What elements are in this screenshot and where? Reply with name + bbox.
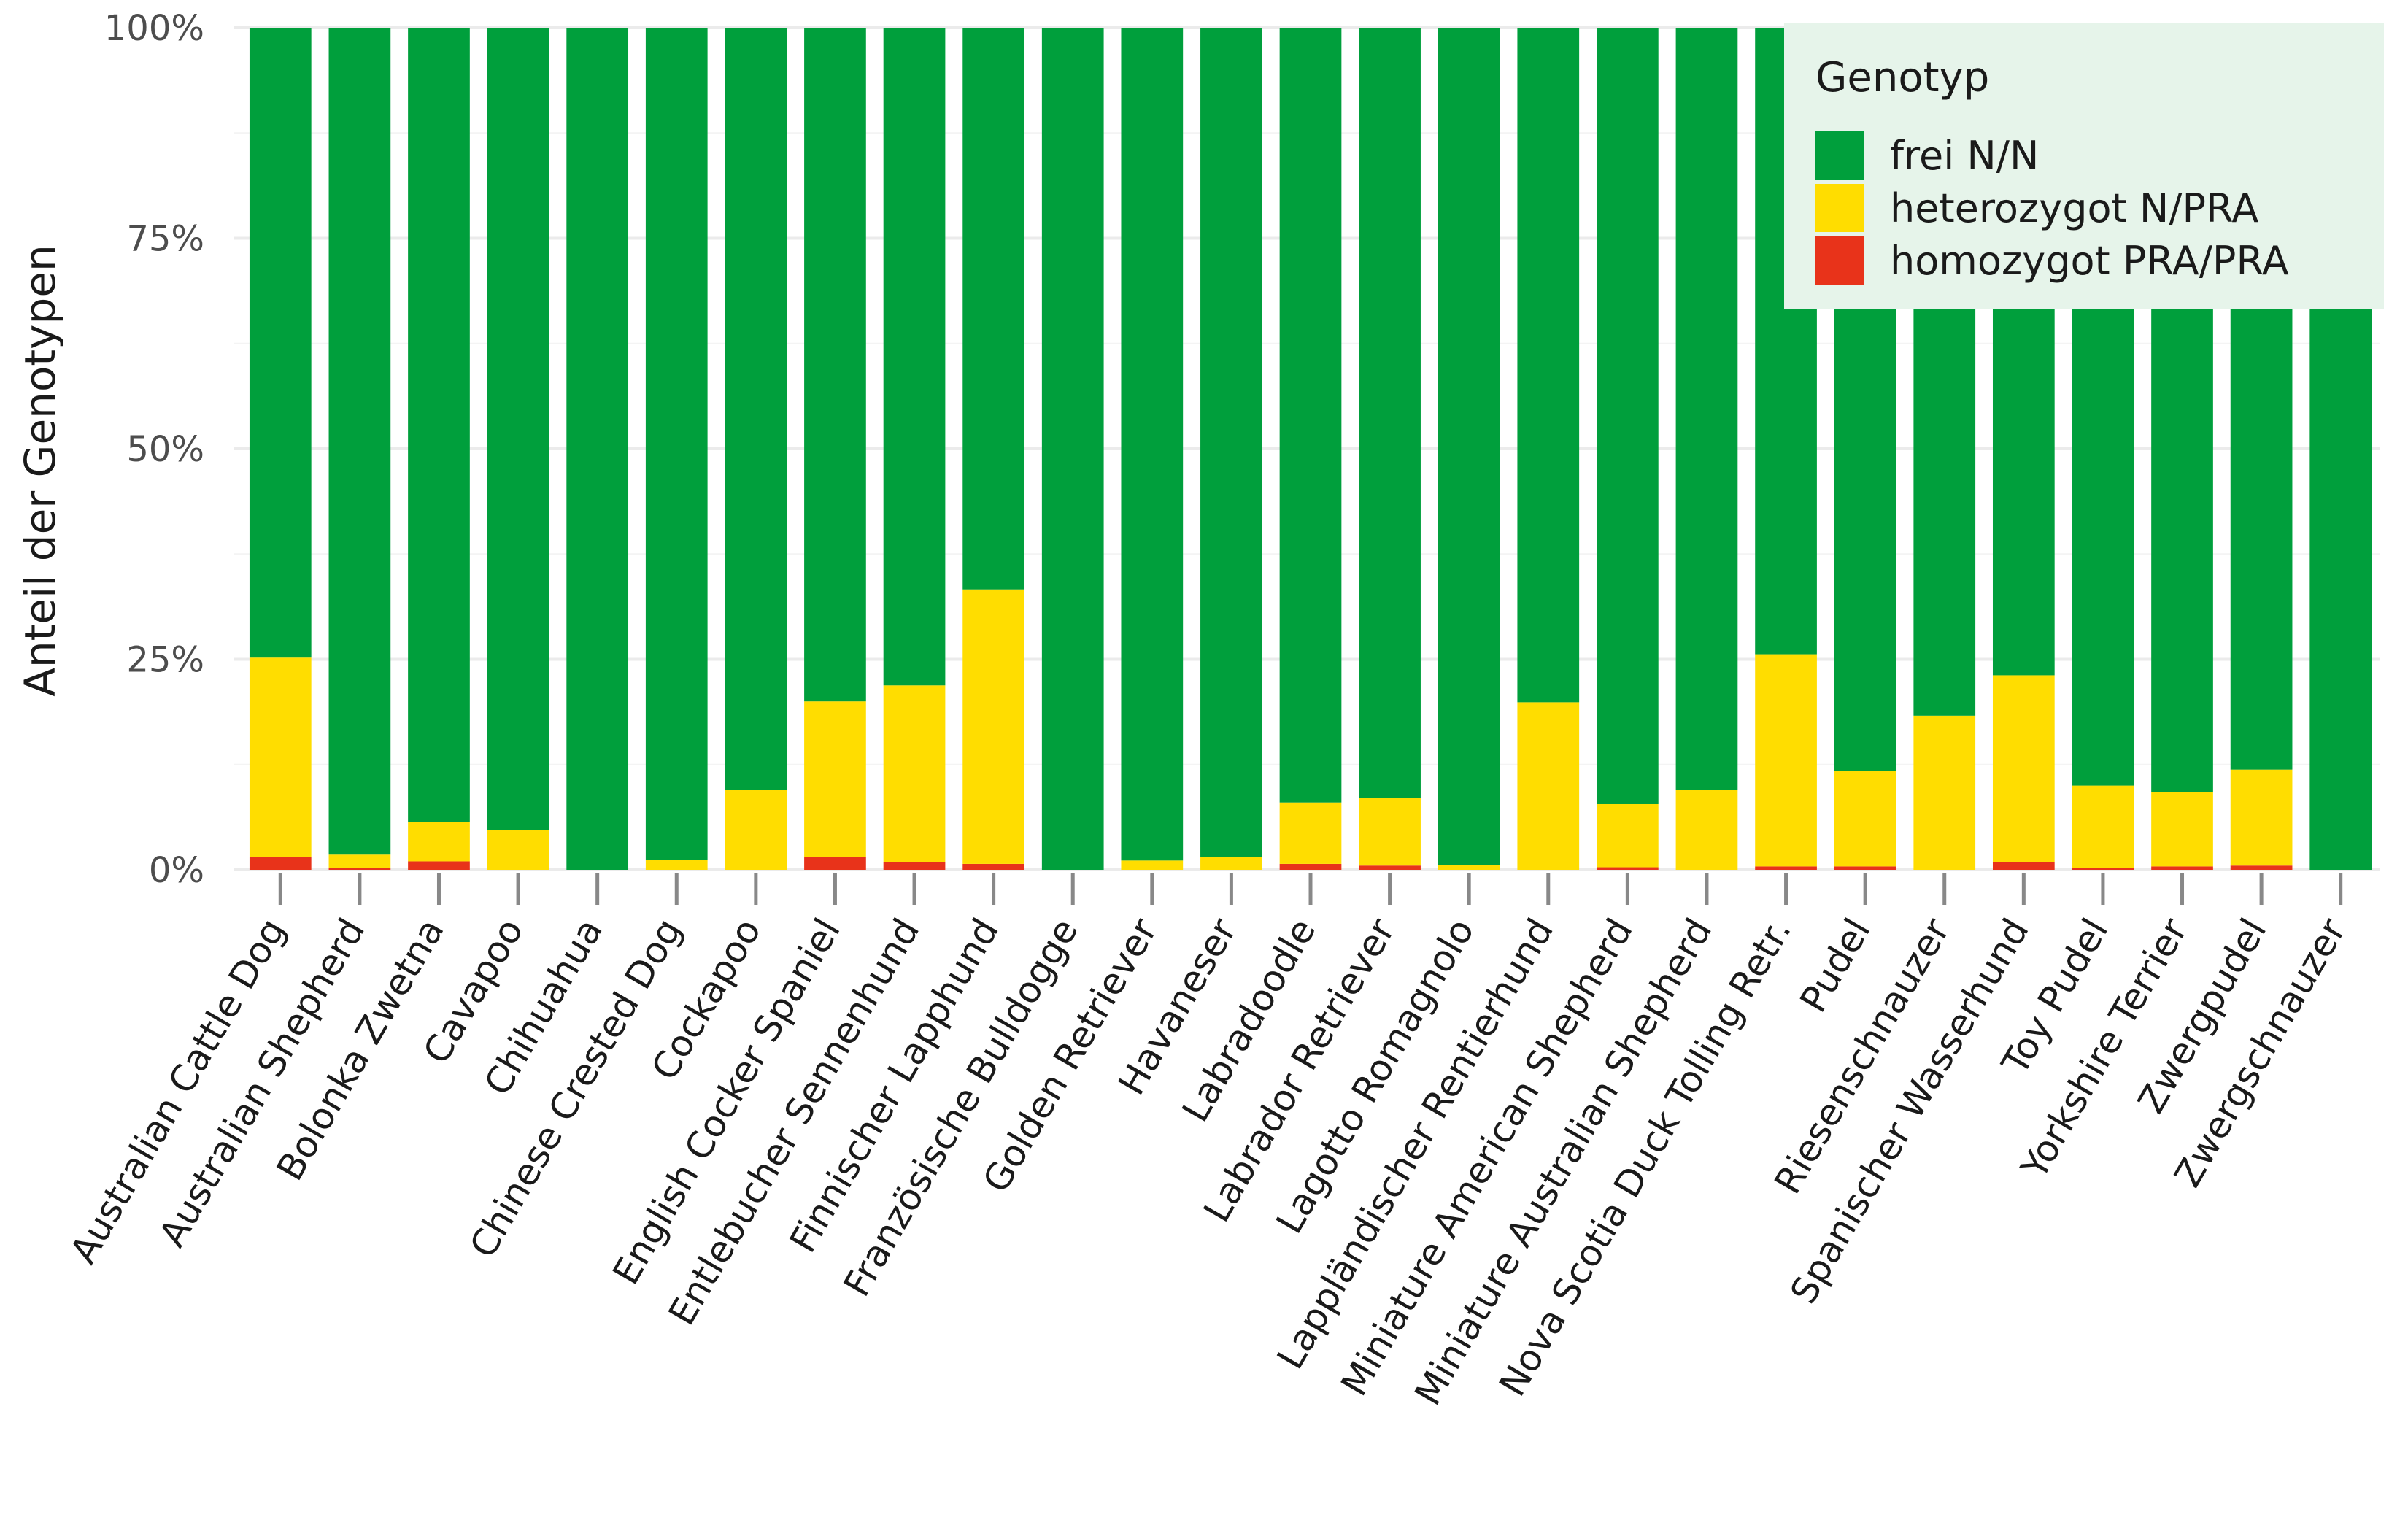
y-axis-label: Anteil der Genotypen [15,244,65,697]
bar-segment-homozygot-pra-pra [962,863,1024,870]
bar-stack [487,28,549,870]
bar-stack [1597,28,1659,870]
bar-segment-frei-n-n [962,28,1024,590]
bar-stack [725,28,787,870]
bar-segment-frei-n-n [1200,28,1262,857]
bar-segment-frei-n-n [408,28,470,822]
bar-segment-homozygot-pra-pra [1279,863,1342,870]
bar-segment-homozygot-pra-pra [804,857,866,870]
bar-stack [408,28,470,870]
bar-segment-heterozygot-n-pra [1755,654,1817,867]
bar-segment-heterozygot-n-pra [962,589,1024,864]
bar-segment-heterozygot-n-pra [1438,865,1500,870]
bar-segment-homozygot-pra-pra [328,868,391,870]
legend-background [1784,23,2384,309]
bar-segment-frei-n-n [1438,28,1500,865]
bar-segment-heterozygot-n-pra [487,830,549,870]
bar-segment-frei-n-n [725,28,787,790]
bar-segment-frei-n-n [1597,28,1659,804]
bar-segment-frei-n-n [645,28,708,860]
bar-segment-frei-n-n [328,28,391,855]
bar-segment-frei-n-n [804,28,866,702]
bar-segment-homozygot-pra-pra [883,862,946,870]
bar-stack [1438,28,1500,870]
bar-stack [1359,28,1421,870]
bar-stack [249,28,312,870]
legend-title: Genotyp [1815,54,1989,101]
y-tick-label: 75% [126,219,204,260]
legend-label: heterozygot N/PRA [1890,185,2258,231]
bar-segment-heterozygot-n-pra [328,854,391,868]
bar-stack [1279,28,1342,870]
bar-segment-heterozygot-n-pra [249,657,312,857]
bar-segment-frei-n-n [1279,28,1342,803]
bar-segment-heterozygot-n-pra [1992,675,2055,862]
bar-segment-frei-n-n [249,28,312,658]
bar-segment-heterozygot-n-pra [1597,803,1659,868]
bar-segment-heterozygot-n-pra [645,860,708,870]
bar-segment-heterozygot-n-pra [1675,790,1738,870]
bar-segment-heterozygot-n-pra [2072,785,2134,868]
bar-segment-heterozygot-n-pra [1121,860,1184,870]
bar-stack [328,28,391,870]
bar-segment-homozygot-pra-pra [249,857,312,870]
legend-label: frei N/N [1890,133,2039,179]
bar-stack [1041,28,1104,870]
bar-segment-frei-n-n [1041,28,1104,870]
bar-segment-heterozygot-n-pra [1517,702,1580,870]
bar-segment-frei-n-n [1675,28,1738,790]
legend: Genotyp frei N/N heterozygot N/PRA homozyg… [1784,23,2384,309]
bar-segment-homozygot-pra-pra [1992,862,2055,870]
bar-segment-heterozygot-n-pra [1913,715,1976,870]
bar-segment-homozygot-pra-pra [1834,866,1896,870]
bar-segment-heterozygot-n-pra [408,822,470,862]
bar-segment-homozygot-pra-pra [2072,868,2134,870]
bar-segment-heterozygot-n-pra [725,790,787,870]
bar-segment-frei-n-n [883,28,946,686]
bar-stack [883,28,946,870]
bar-stack [962,28,1024,870]
bar-segment-homozygot-pra-pra [2151,866,2213,870]
bar-segment-heterozygot-n-pra [2151,792,2213,867]
bar-stack [566,28,629,870]
bar-stack [645,28,708,870]
bar-segment-heterozygot-n-pra [883,685,946,862]
bar-segment-heterozygot-n-pra [1200,857,1262,870]
bar-segment-homozygot-pra-pra [1359,865,1421,870]
legend-swatch [1815,131,1864,180]
legend-label: homozygot PRA/PRA [1890,238,2289,284]
bar-segment-heterozygot-n-pra [804,701,866,857]
bar-segment-frei-n-n [1517,28,1580,703]
bar-segment-heterozygot-n-pra [1279,802,1342,864]
y-axis: 0% 25% 50% 75% 100% [104,8,204,891]
bar-segment-frei-n-n [1359,28,1421,798]
bar-stack [1675,28,1738,870]
bar-segment-heterozygot-n-pra [1359,798,1421,866]
bar-segment-frei-n-n [487,28,549,830]
bar-stack [804,28,866,870]
bar-segment-homozygot-pra-pra [1597,867,1659,870]
bar-stack [1121,28,1184,870]
legend-items: frei N/N heterozygot N/PRA homozygot PRA/P… [1815,131,2289,285]
bar-stack [1517,28,1580,870]
bar-segment-heterozygot-n-pra [2230,769,2293,866]
x-tick-label: Pudel [1792,911,1879,1019]
legend-swatch [1815,184,1864,232]
bar-segment-homozygot-pra-pra [408,861,470,870]
y-tick-label: 100% [104,8,204,49]
bar-segment-homozygot-pra-pra [1755,866,1817,870]
y-tick-label: 0% [149,850,204,891]
bar-segment-frei-n-n [1121,28,1184,861]
bar-segment-homozygot-pra-pra [2230,865,2293,870]
y-tick-label: 50% [126,429,204,470]
legend-swatch [1815,236,1864,285]
bar-segment-frei-n-n [566,28,629,870]
bar-segment-heterozygot-n-pra [1834,771,1896,867]
y-tick-label: 25% [126,640,204,681]
bar-stack [1200,28,1262,870]
